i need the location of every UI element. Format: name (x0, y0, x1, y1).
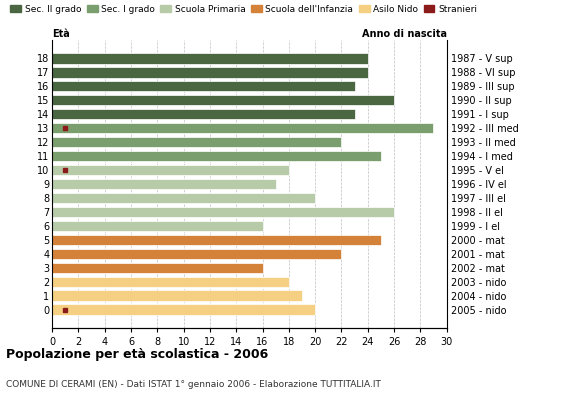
Bar (52, 276, 289, 287)
Bar (52, 207, 394, 217)
Bar (52, 123, 433, 133)
Bar (52, 179, 276, 189)
Bar (52, 235, 381, 245)
Bar (52, 165, 289, 175)
Bar (52, 67, 368, 78)
Bar (52, 95, 394, 106)
Text: Età: Età (52, 28, 70, 38)
Bar (52, 304, 315, 315)
Text: Anno di nascita: Anno di nascita (361, 28, 447, 38)
Bar (52, 248, 342, 259)
Bar (52, 137, 342, 147)
Bar (52, 151, 381, 161)
Bar (52, 193, 315, 203)
Bar (52, 109, 354, 120)
Legend: Sec. II grado, Sec. I grado, Scuola Primaria, Scuola dell'Infanzia, Asilo Nido, : Sec. II grado, Sec. I grado, Scuola Prim… (10, 4, 477, 14)
Bar (52, 290, 302, 301)
Text: Popolazione per età scolastica - 2006: Popolazione per età scolastica - 2006 (6, 348, 268, 361)
Bar (52, 221, 263, 231)
Bar (52, 53, 368, 64)
Bar (52, 262, 263, 273)
Bar (52, 81, 354, 92)
Text: COMUNE DI CERAMI (EN) - Dati ISTAT 1° gennaio 2006 - Elaborazione TUTTITALIA.IT: COMUNE DI CERAMI (EN) - Dati ISTAT 1° ge… (6, 380, 380, 389)
